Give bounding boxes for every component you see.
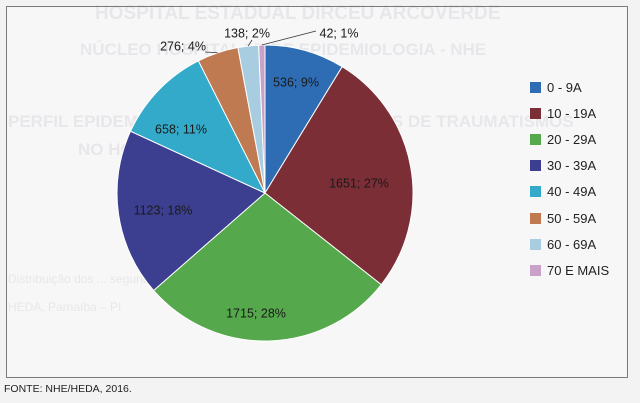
pie-slice-0-9a [264,44,343,195]
legend-swatch [530,186,541,198]
legend-item: 40 - 49A [530,179,609,205]
pie-slice-20-29a [152,192,382,342]
data-label: 42; 1% [320,26,359,40]
legend-label: 70 E MAIS [547,262,610,278]
data-label: 1715; 28% [226,306,286,320]
data-label: 536; 9% [273,75,319,89]
legend-item: 10 - 19A [530,100,609,126]
background-text: HEDA, Parnaíba – PI [8,300,122,314]
background-text: HOSPITAL ESTADUAL DIRCEU ARCOVERDE [95,3,501,24]
data-label: 138; 2% [224,26,270,40]
legend-item: 70 E MAIS [530,257,609,283]
legend-swatch [530,212,541,224]
legend-swatch [530,81,541,93]
legend-label: 0 - 9A [547,79,582,95]
pie-slice-40-49a [129,60,267,195]
data-label: 658; 11% [155,122,207,136]
legend-item: 20 - 29A [530,126,609,152]
legend-swatch [530,238,541,250]
data-label: 276; 4% [160,39,206,53]
pie-slice-10-19a [264,66,414,286]
leader-line [247,39,253,47]
legend-item: 60 - 69A [530,231,609,257]
legend-swatch [530,264,541,276]
legend-label: 60 - 69A [547,236,597,252]
leader-line [204,51,218,54]
legend-label: 40 - 49A [547,184,597,200]
legend-item: 50 - 59A [530,205,609,231]
legend-swatch [530,133,541,145]
leader-line [261,30,317,46]
data-label: 1123; 18% [134,203,193,217]
source-caption: FONTE: NHE/HEDA, 2016. [4,383,132,395]
legend-swatch [530,107,541,119]
data-label: 1651; 27% [329,176,389,190]
chart-legend: 0 - 9A 10 - 19A 20 - 29A 30 - 39A 40 - 49A 50… [530,74,609,284]
legend-label: 30 - 39A [547,158,597,174]
legend-label: 10 - 19A [547,105,597,121]
legend-item: 0 - 9A [530,74,609,100]
legend-label: 50 - 59A [547,210,597,226]
legend-swatch [530,160,541,172]
pie-slice-30-39a [116,130,266,292]
legend-item: 30 - 39A [530,153,609,179]
legend-label: 20 - 29A [547,131,597,147]
